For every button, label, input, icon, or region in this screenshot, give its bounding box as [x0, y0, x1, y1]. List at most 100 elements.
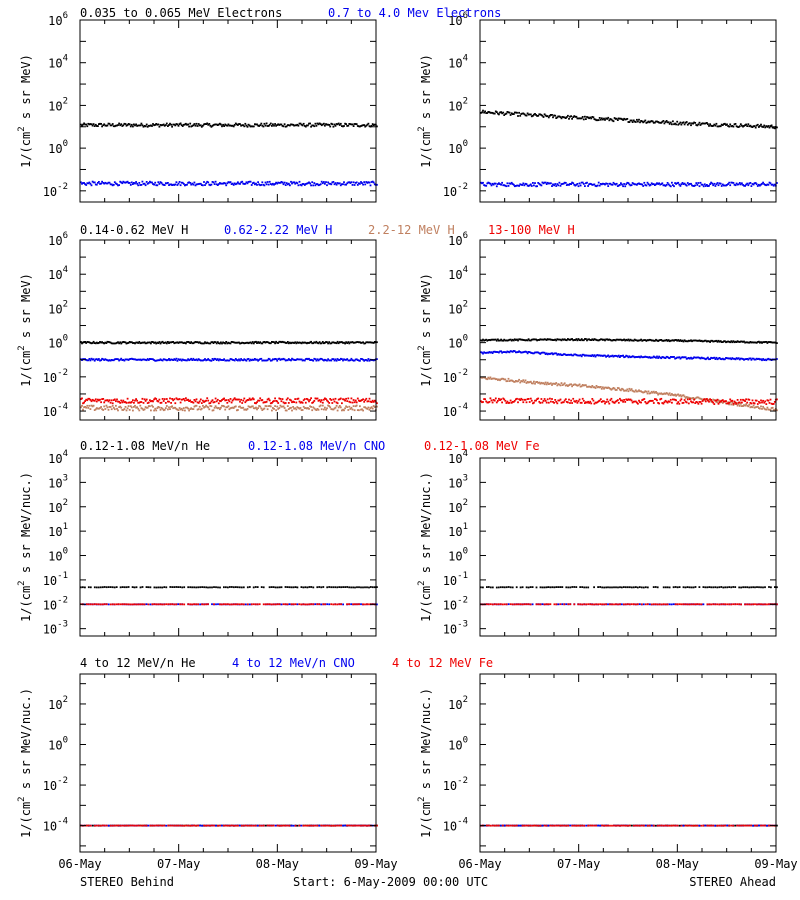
data-point	[564, 353, 567, 356]
data-point	[515, 586, 518, 589]
data-point	[641, 356, 644, 359]
data-point	[308, 122, 310, 125]
data-point	[542, 351, 545, 354]
data-point	[760, 586, 762, 589]
data-point	[142, 402, 145, 404]
data-point	[759, 341, 761, 344]
data-point	[263, 401, 266, 404]
data-point	[656, 355, 658, 358]
data-point	[652, 355, 655, 358]
data-point	[187, 181, 189, 184]
data-point	[325, 408, 327, 411]
data-point	[708, 586, 711, 588]
data-point	[154, 359, 157, 362]
data-point	[736, 404, 739, 407]
data-point	[632, 182, 635, 185]
data-point	[276, 824, 279, 827]
data-point	[138, 401, 141, 404]
data-point	[719, 358, 722, 360]
data-point	[108, 341, 111, 344]
data-point	[480, 376, 482, 379]
data-point	[123, 408, 126, 410]
data-point	[498, 378, 500, 381]
data-point	[672, 394, 674, 396]
data-point	[633, 390, 636, 393]
data-point	[480, 400, 482, 403]
data-point	[597, 354, 600, 357]
data-point	[602, 355, 604, 357]
data-point	[552, 382, 554, 385]
data-point	[187, 407, 189, 410]
data-point	[682, 340, 685, 343]
data-point	[185, 824, 188, 827]
data-point	[717, 357, 720, 360]
data-point	[232, 359, 235, 361]
data-point	[730, 340, 733, 343]
data-point	[600, 183, 603, 186]
data-point	[145, 398, 148, 401]
data-point	[249, 180, 252, 183]
data-point	[642, 339, 645, 342]
data-point	[252, 824, 255, 827]
data-point	[159, 402, 162, 404]
data-point	[309, 341, 311, 344]
data-point	[290, 359, 292, 362]
data-point	[526, 112, 529, 115]
data-point	[212, 181, 215, 184]
data-point	[509, 603, 512, 606]
data-point	[595, 354, 598, 357]
data-point	[607, 586, 609, 589]
data-point	[633, 183, 636, 186]
data-point	[94, 398, 97, 401]
data-point	[638, 182, 640, 185]
data-point	[742, 358, 744, 360]
data-point	[701, 122, 704, 125]
data-point	[217, 407, 220, 409]
data-point	[662, 402, 665, 405]
data-point	[242, 342, 245, 344]
data-point	[161, 359, 164, 362]
data-point	[742, 586, 744, 589]
data-point	[225, 603, 227, 606]
data-point	[635, 586, 637, 588]
data-point	[594, 387, 597, 389]
data-point	[500, 398, 502, 401]
data-point	[609, 586, 611, 589]
data-point	[337, 182, 340, 185]
data-point	[658, 603, 661, 606]
data-point	[697, 396, 700, 399]
data-point	[212, 342, 215, 344]
data-point	[571, 402, 573, 404]
data-point	[313, 341, 316, 344]
data-point	[771, 403, 774, 405]
data-point	[335, 183, 338, 186]
data-point	[198, 359, 201, 361]
data-point	[481, 182, 483, 185]
data-point	[480, 112, 482, 114]
data-point	[484, 184, 486, 187]
data-point	[617, 354, 620, 357]
data-point	[266, 181, 269, 183]
data-point	[603, 586, 605, 589]
data-point	[312, 359, 315, 362]
data-point	[708, 184, 710, 187]
data-point	[581, 384, 584, 386]
data-point	[657, 357, 659, 359]
data-point	[714, 340, 717, 342]
data-point	[371, 399, 374, 402]
data-point	[700, 122, 703, 125]
data-point	[334, 586, 337, 589]
data-point	[772, 403, 775, 405]
data-point	[744, 358, 746, 361]
y-axis-label: 1/(cm2 s sr MeV)	[417, 54, 433, 168]
data-point	[225, 341, 228, 343]
data-point	[284, 402, 287, 404]
data-point	[599, 183, 602, 185]
data-point	[317, 399, 320, 402]
data-point	[515, 111, 517, 114]
data-point	[698, 586, 701, 588]
data-point	[310, 125, 312, 128]
data-point	[488, 377, 491, 380]
data-point	[714, 603, 717, 606]
